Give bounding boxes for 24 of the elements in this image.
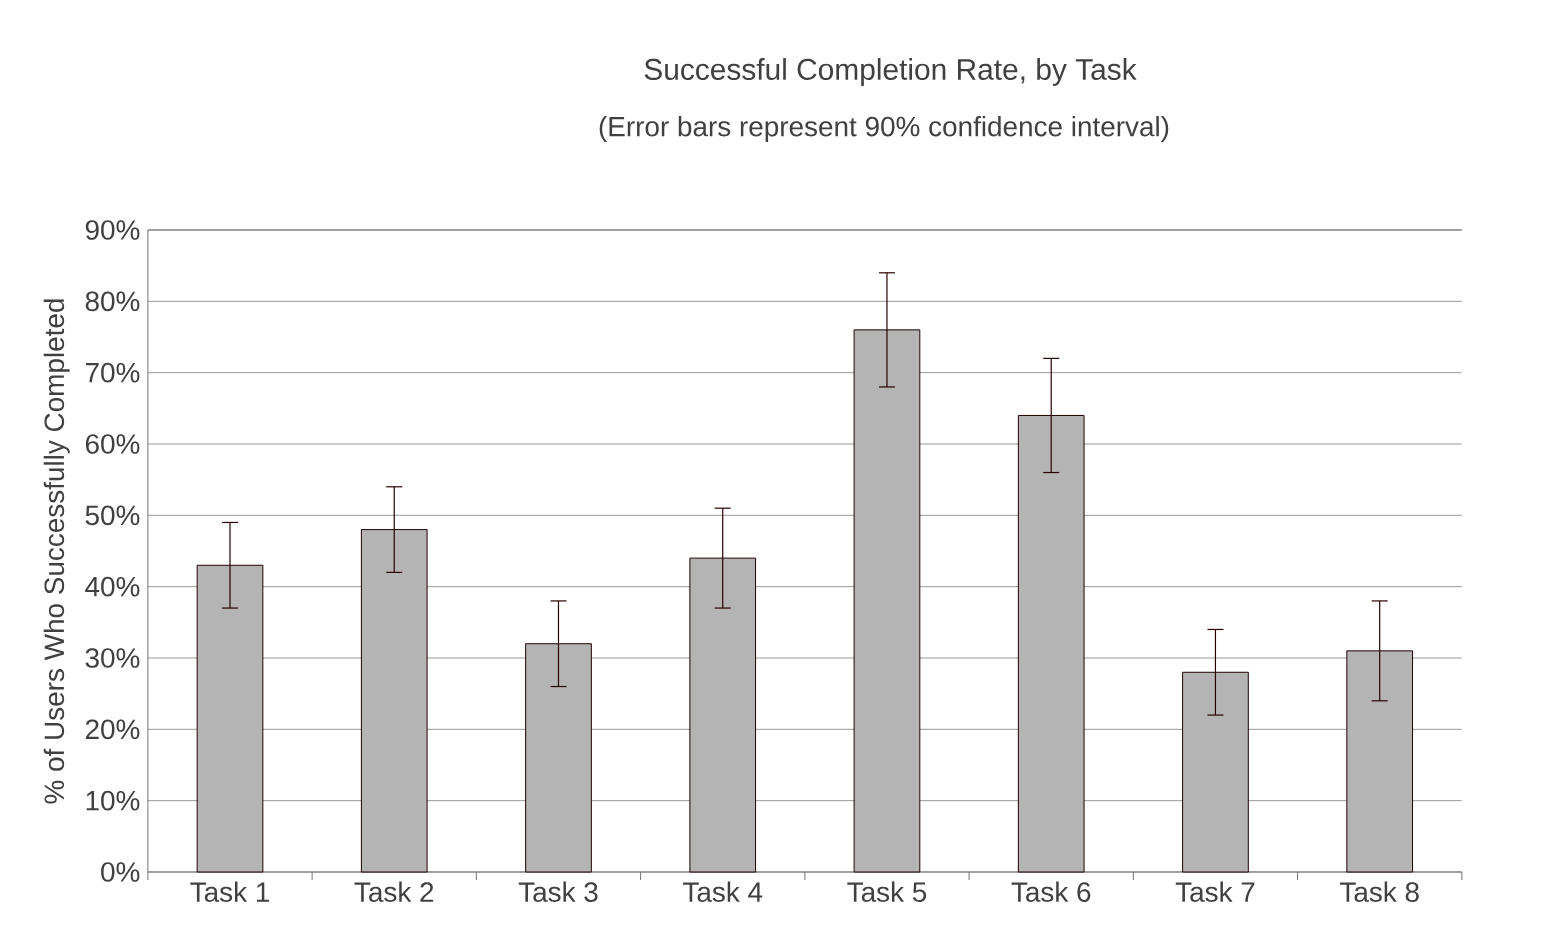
x-tick-label: Task 8 (1340, 881, 1419, 902)
y-tick-label: 10% (86, 790, 140, 811)
x-tick-label: Task 4 (683, 881, 763, 902)
x-tick-label: Task 5 (847, 881, 927, 902)
y-tick-label: 50% (85, 505, 140, 526)
bar (196, 564, 264, 873)
y-tick-label: 80% (85, 291, 140, 312)
y-tick-label: 30% (85, 648, 140, 668)
y-tick-label: 70% (85, 362, 140, 383)
x-tick-label: Task 2 (354, 881, 434, 902)
x-tick-label: Task 3 (518, 881, 598, 902)
y-tick-label: 60% (85, 434, 140, 454)
y-tick-label: 20% (85, 719, 140, 740)
chart-subtitle: (Error bars represent 90% confidence interval) (599, 116, 1169, 142)
y-tick-label: 0% (101, 862, 140, 882)
chart-title: Successful Completion Rate, by Task (644, 58, 1137, 86)
x-tick-label: Task 6 (1011, 881, 1091, 902)
y-axis-title: % of Users Who Successfully Completed (43, 299, 70, 804)
bar (1182, 671, 1249, 873)
x-tick-label: Task 1 (190, 881, 269, 902)
bar (1017, 414, 1085, 873)
x-tick-label: Task 7 (1175, 881, 1255, 902)
y-tick-label: 40% (85, 576, 140, 597)
y-tick-label: 90% (85, 220, 140, 240)
